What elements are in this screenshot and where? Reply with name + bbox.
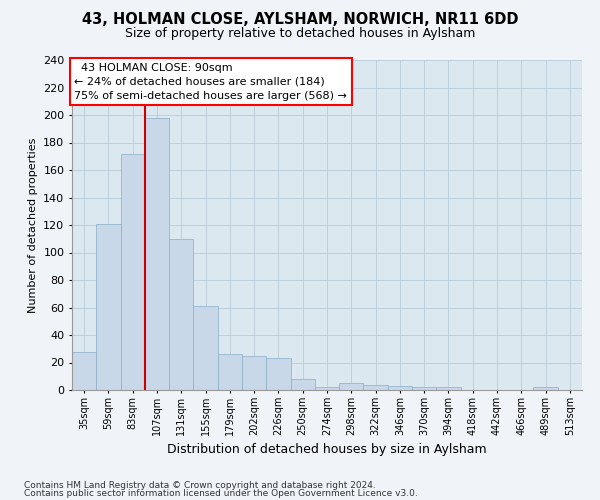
Text: Size of property relative to detached houses in Aylsham: Size of property relative to detached ho…	[125, 28, 475, 40]
Text: 43, HOLMAN CLOSE, AYLSHAM, NORWICH, NR11 6DD: 43, HOLMAN CLOSE, AYLSHAM, NORWICH, NR11…	[82, 12, 518, 28]
Bar	[242, 356, 266, 390]
Bar	[290, 379, 315, 390]
Bar	[339, 383, 364, 390]
Bar	[364, 384, 388, 390]
Bar	[193, 306, 218, 390]
Y-axis label: Number of detached properties: Number of detached properties	[28, 138, 38, 312]
Bar	[266, 358, 290, 390]
Bar	[96, 224, 121, 390]
Bar	[121, 154, 145, 390]
Text: Contains HM Land Registry data © Crown copyright and database right 2024.: Contains HM Land Registry data © Crown c…	[24, 480, 376, 490]
Text: Contains public sector information licensed under the Open Government Licence v3: Contains public sector information licen…	[24, 489, 418, 498]
Bar	[436, 387, 461, 390]
Bar	[412, 387, 436, 390]
Bar	[533, 387, 558, 390]
Bar	[72, 352, 96, 390]
X-axis label: Distribution of detached houses by size in Aylsham: Distribution of detached houses by size …	[167, 444, 487, 456]
Bar	[169, 239, 193, 390]
Text: 43 HOLMAN CLOSE: 90sqm
← 24% of detached houses are smaller (184)
75% of semi-de: 43 HOLMAN CLOSE: 90sqm ← 24% of detached…	[74, 62, 347, 101]
Bar	[388, 386, 412, 390]
Bar	[315, 387, 339, 390]
Bar	[218, 354, 242, 390]
Bar	[145, 118, 169, 390]
